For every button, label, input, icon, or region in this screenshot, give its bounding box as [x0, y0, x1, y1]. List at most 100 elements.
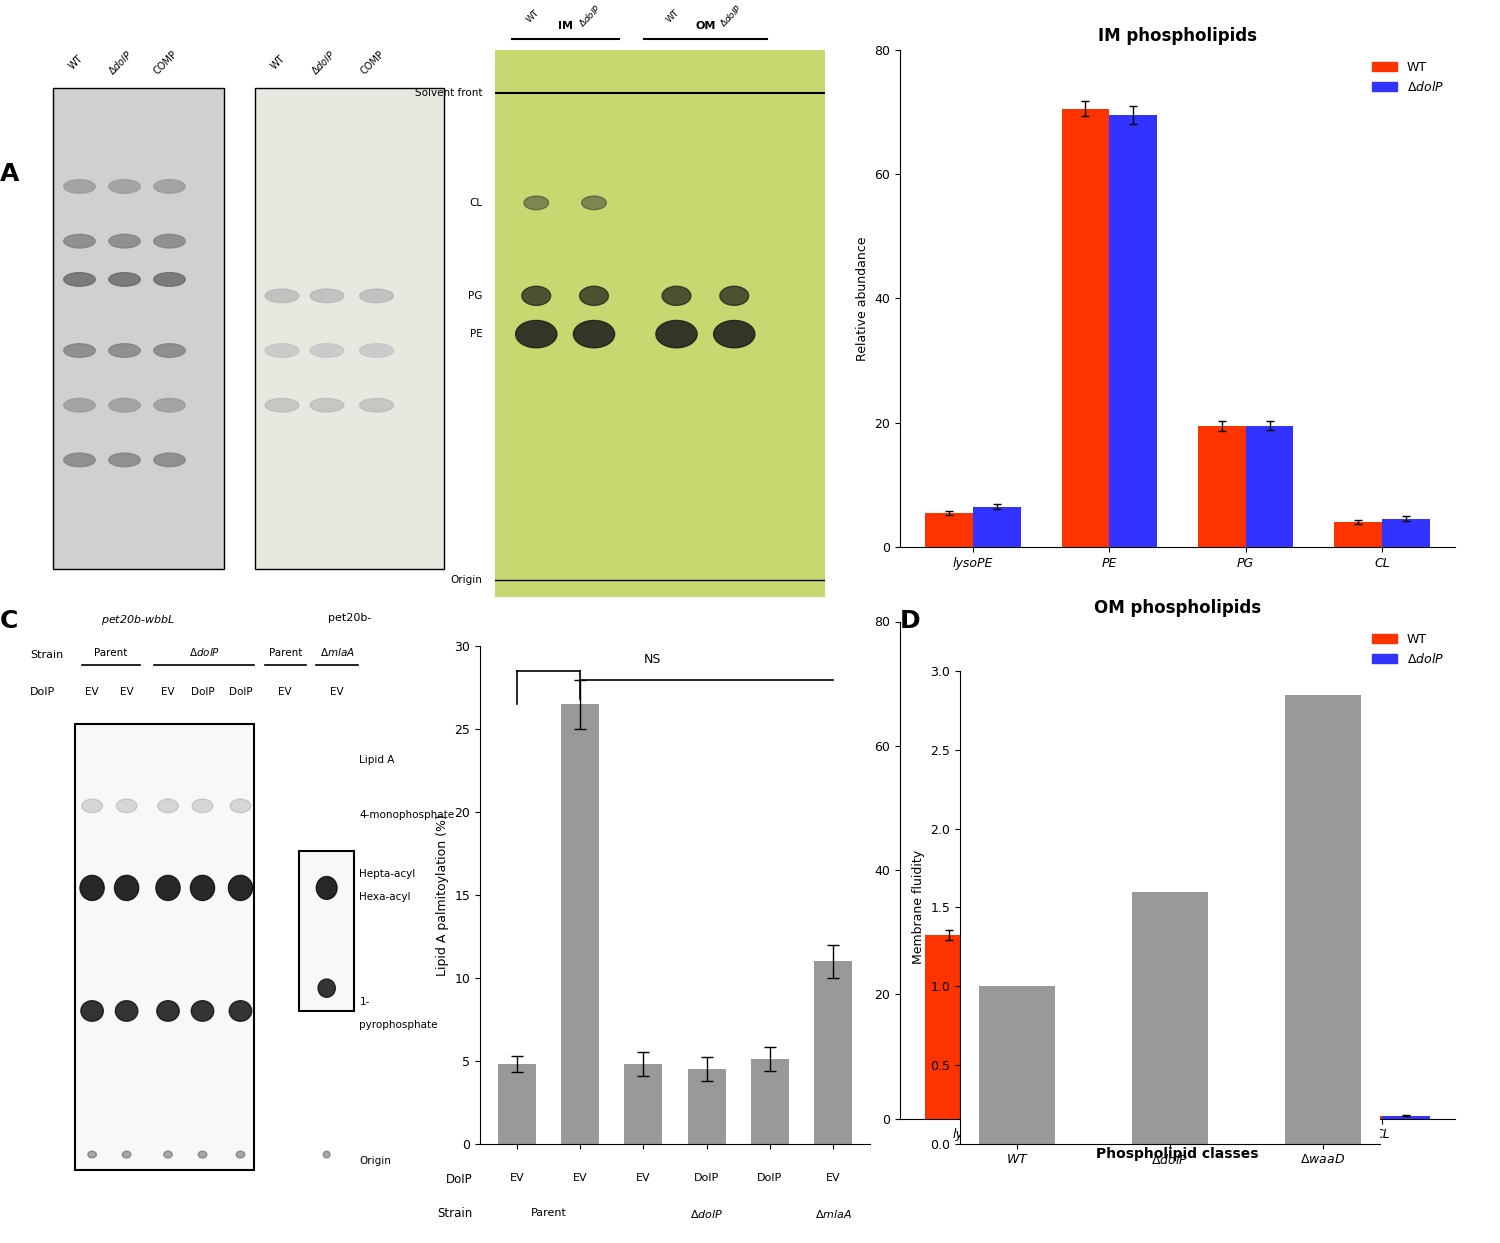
Bar — [624, 1064, 663, 1144]
Ellipse shape — [153, 272, 186, 286]
Text: COMP: COMP — [358, 48, 387, 76]
Ellipse shape — [63, 398, 96, 413]
Text: Parent: Parent — [268, 648, 302, 658]
Text: COMP: COMP — [152, 48, 180, 76]
Text: $\Delta mlaA$: $\Delta mlaA$ — [815, 1208, 852, 1221]
Ellipse shape — [198, 1151, 207, 1158]
Text: PG: PG — [468, 291, 483, 301]
Bar — [1132, 891, 1208, 1144]
Ellipse shape — [108, 343, 141, 358]
Text: PE: PE — [470, 329, 483, 339]
Bar — [752, 1059, 789, 1144]
Bar — [1198, 1057, 1245, 1119]
Text: Strain: Strain — [436, 1207, 472, 1219]
Ellipse shape — [662, 286, 692, 306]
Ellipse shape — [63, 180, 96, 193]
Bar — [255, 88, 444, 569]
Text: DoIP: DoIP — [190, 687, 214, 697]
Text: IM: IM — [558, 21, 573, 31]
Ellipse shape — [522, 286, 550, 306]
Bar — [1198, 425, 1245, 547]
Text: NS: NS — [644, 654, 660, 666]
Legend: WT, $\Delta dolP$: WT, $\Delta dolP$ — [1366, 628, 1449, 671]
Ellipse shape — [108, 454, 141, 467]
Bar — [1382, 1116, 1429, 1119]
Text: DoIP: DoIP — [758, 1173, 783, 1183]
Text: D: D — [900, 609, 921, 633]
Text: B: B — [495, 162, 514, 185]
Ellipse shape — [158, 1001, 178, 1022]
Bar — [53, 88, 223, 569]
Bar — [974, 507, 1020, 547]
Ellipse shape — [114, 875, 138, 900]
Ellipse shape — [153, 454, 186, 467]
Text: $\Delta dolP$: $\Delta dolP$ — [308, 47, 338, 77]
Ellipse shape — [80, 875, 104, 900]
Bar — [498, 1064, 536, 1144]
Ellipse shape — [318, 979, 336, 997]
Ellipse shape — [108, 272, 141, 286]
Ellipse shape — [153, 398, 186, 413]
Legend: WT, $\Delta dolP$: WT, $\Delta dolP$ — [1366, 56, 1449, 99]
Ellipse shape — [266, 343, 298, 358]
Ellipse shape — [266, 290, 298, 303]
Bar — [1245, 425, 1293, 547]
Text: EV: EV — [160, 687, 176, 697]
Bar — [1335, 1116, 1382, 1119]
Text: $\Delta dolP$: $\Delta dolP$ — [717, 2, 744, 30]
Ellipse shape — [63, 454, 96, 467]
Text: WT: WT — [664, 9, 681, 25]
Ellipse shape — [164, 1151, 172, 1158]
Bar — [298, 851, 354, 1011]
Text: $\Delta mlaA$: $\Delta mlaA$ — [320, 646, 354, 658]
Text: Origin: Origin — [450, 576, 483, 585]
Text: $\Delta dolP$: $\Delta dolP$ — [576, 2, 603, 30]
Bar — [926, 935, 974, 1119]
Y-axis label: Membrane fluidity: Membrane fluidity — [912, 850, 924, 965]
Bar — [75, 723, 254, 1171]
Bar — [974, 938, 1020, 1119]
Text: Hepta-acyl: Hepta-acyl — [360, 869, 416, 879]
Title: OM phospholipids: OM phospholipids — [1094, 599, 1262, 618]
Text: C: C — [0, 609, 18, 633]
Text: 4-monophosphate: 4-monophosphate — [360, 810, 454, 820]
Bar — [1284, 695, 1360, 1144]
Ellipse shape — [582, 196, 606, 210]
Y-axis label: Relative abundance: Relative abundance — [855, 808, 868, 932]
Text: 1-: 1- — [360, 997, 370, 1007]
Ellipse shape — [316, 876, 338, 900]
Text: EV: EV — [510, 1173, 524, 1183]
Ellipse shape — [360, 290, 393, 303]
Bar — [1062, 748, 1110, 1119]
Ellipse shape — [230, 1001, 252, 1022]
Y-axis label: Relative abundance: Relative abundance — [855, 236, 868, 360]
Bar — [1062, 108, 1110, 547]
Ellipse shape — [81, 799, 102, 813]
Text: pet20b-$wbbL$: pet20b-$wbbL$ — [100, 613, 176, 626]
Ellipse shape — [190, 875, 214, 900]
Text: pet20b-: pet20b- — [328, 613, 370, 623]
Text: $\Delta dolP$: $\Delta dolP$ — [105, 47, 135, 77]
Ellipse shape — [108, 398, 141, 413]
Text: EV: EV — [279, 687, 292, 697]
Text: CL: CL — [470, 198, 483, 208]
Text: EV: EV — [120, 687, 134, 697]
Text: Parent: Parent — [94, 648, 128, 658]
Text: EV: EV — [86, 687, 99, 697]
Ellipse shape — [656, 321, 698, 348]
Bar — [815, 961, 852, 1144]
Ellipse shape — [230, 799, 251, 813]
Ellipse shape — [310, 343, 344, 358]
Bar — [1335, 522, 1382, 547]
Ellipse shape — [63, 343, 96, 358]
Text: pyrophosphate: pyrophosphate — [360, 1019, 438, 1029]
Ellipse shape — [123, 1151, 130, 1158]
Text: WT: WT — [68, 53, 86, 72]
Text: EV: EV — [827, 1173, 840, 1183]
Bar — [561, 705, 598, 1144]
Ellipse shape — [324, 1151, 330, 1158]
Title: IM phospholipids: IM phospholipids — [1098, 27, 1257, 46]
Ellipse shape — [266, 398, 298, 413]
Ellipse shape — [63, 235, 96, 249]
Bar — [1382, 520, 1429, 547]
